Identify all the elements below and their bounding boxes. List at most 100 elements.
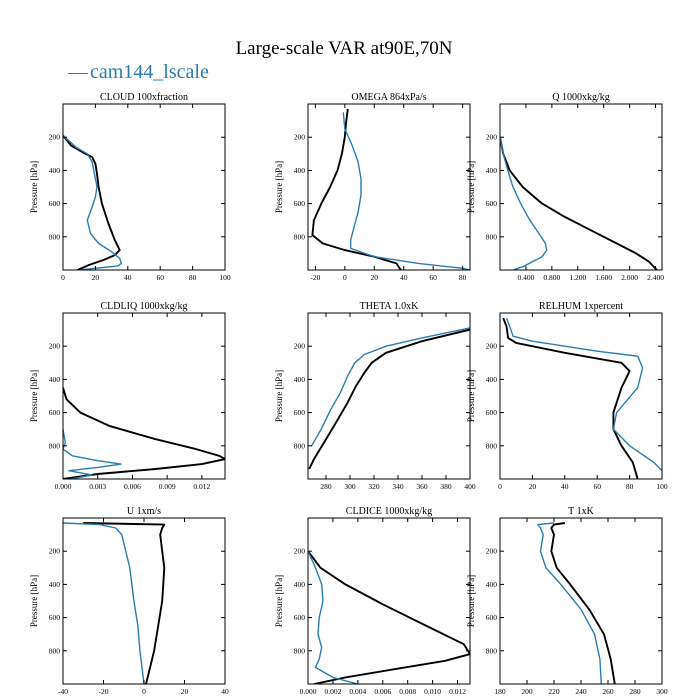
- y-tick-label: 800: [486, 441, 498, 450]
- series-line-cam144-lscale: [537, 522, 602, 684]
- x-tick-label: 400: [464, 482, 476, 491]
- x-tick-label: 0: [142, 687, 146, 696]
- y-tick-label: 600: [49, 408, 61, 417]
- panel-6: RELHUM 1xpercent Pressure [hPa] 0 20 40 60 80 1…: [466, 301, 668, 491]
- panel-1: CLOUD 100xfraction Pressure [hPa] 0 20 40 60 8…: [29, 92, 231, 282]
- plot-frame: [499, 517, 663, 685]
- x-tick-label: 100: [656, 482, 668, 491]
- x-tick-label: 20: [92, 273, 100, 282]
- x-tick-label: 80: [189, 273, 197, 282]
- y-tick-label: 600: [486, 613, 498, 622]
- y-tick-label: 400: [486, 166, 498, 175]
- y-tick-label: 800: [294, 646, 306, 655]
- panel-grid: CLOUD 100xfraction Pressure [hPa] 0 20 40 60 8…: [29, 92, 668, 696]
- x-tick-label: -20: [310, 273, 320, 282]
- x-tick-label: 280: [629, 687, 641, 696]
- y-tick-label: 600: [49, 613, 61, 622]
- panel-title: OMEGA 864xPa/s: [351, 92, 426, 103]
- x-tick-label: 220: [548, 687, 560, 696]
- series-line-reference: [550, 522, 616, 684]
- series-line-cam144-lscale: [63, 134, 123, 270]
- x-tick-label: 20: [529, 482, 537, 491]
- y-tick-label: 200: [49, 133, 61, 142]
- series-line-cam144-lscale: [310, 327, 470, 447]
- series-line-cam144-lscale: [308, 550, 358, 684]
- y-axis-label: Pressure [hPa]: [274, 161, 284, 213]
- y-tick-label: 600: [294, 199, 306, 208]
- panel-title: Q 1000xkg/kg: [552, 92, 610, 103]
- legend-dash: —: [67, 61, 89, 83]
- panel-8: CLDICE 1000xkg/kg Pressure [hPa] 0.000 0.00…: [274, 506, 471, 696]
- x-tick-label: 0.003: [89, 482, 106, 491]
- y-tick-label: 200: [294, 342, 306, 351]
- x-tick-label: 360: [416, 482, 428, 491]
- x-tick-label: 280: [320, 482, 332, 491]
- y-tick-label: 800: [486, 232, 498, 241]
- x-tick-label: 0.002: [324, 687, 341, 696]
- x-tick-label: 100: [219, 273, 231, 282]
- series-line-cam144-lscale: [63, 429, 122, 479]
- x-tick-label: 0.006: [374, 687, 391, 696]
- x-tick-label: 60: [429, 273, 437, 282]
- x-tick-label: 240: [575, 687, 587, 696]
- y-tick-label: 400: [294, 375, 306, 384]
- panel-9: T 1xK Pressure [hPa] 180 200 220 240 260 280 300…: [466, 506, 668, 696]
- legend-label: cam144_lscale: [90, 61, 209, 83]
- plot-frame: [499, 103, 663, 271]
- y-tick-label: 600: [49, 199, 61, 208]
- y-tick-label: 800: [486, 646, 498, 655]
- x-tick-label: 20: [371, 273, 379, 282]
- x-tick-label: 0.000: [300, 687, 317, 696]
- y-tick-label: 400: [486, 375, 498, 384]
- panel-2: OMEGA 864xPa/s Pressure [hPa] -20 0 20 40 60 80…: [274, 92, 471, 282]
- series-line-reference: [500, 137, 658, 270]
- panel-title: U 1xm/s: [127, 506, 161, 517]
- y-tick-label: 600: [486, 408, 498, 417]
- x-tick-label: 1.200: [569, 273, 586, 282]
- y-tick-label: 200: [486, 133, 498, 142]
- x-tick-label: 340: [392, 482, 404, 491]
- y-tick-label: 400: [49, 580, 61, 589]
- y-tick-label: 400: [294, 166, 306, 175]
- y-tick-label: 600: [294, 408, 306, 417]
- x-tick-label: 40: [221, 687, 229, 696]
- series-line-reference: [311, 108, 402, 270]
- x-tick-label: 0.012: [449, 687, 466, 696]
- x-tick-label: 80: [626, 482, 634, 491]
- y-tick-label: 800: [49, 232, 61, 241]
- y-tick-label: 600: [294, 613, 306, 622]
- x-tick-label: 1.600: [595, 273, 612, 282]
- series-line-cam144-lscale: [505, 317, 662, 472]
- x-tick-label: 0.009: [159, 482, 176, 491]
- y-tick-label: 800: [49, 646, 61, 655]
- x-tick-label: 180: [494, 687, 506, 696]
- y-axis-label: Pressure [hPa]: [466, 161, 476, 213]
- y-axis-label: Pressure [hPa]: [29, 370, 39, 422]
- y-tick-label: 200: [49, 342, 61, 351]
- plot-frame: [307, 103, 471, 271]
- x-tick-label: 0.010: [424, 687, 441, 696]
- x-tick-label: 0.004: [349, 687, 366, 696]
- legend: — cam144_lscale: [67, 61, 209, 83]
- y-tick-label: 600: [486, 199, 498, 208]
- x-tick-label: 0.400: [517, 273, 534, 282]
- series-line-reference: [63, 387, 225, 479]
- y-tick-label: 200: [294, 133, 306, 142]
- y-axis-label: Pressure [hPa]: [29, 161, 39, 213]
- x-tick-label: 0.008: [399, 687, 416, 696]
- x-tick-label: 320: [368, 482, 380, 491]
- x-tick-label: 60: [593, 482, 601, 491]
- y-tick-label: 200: [486, 342, 498, 351]
- panel-title: CLDICE 1000xkg/kg: [346, 506, 432, 517]
- series-line-reference: [63, 134, 121, 270]
- panel-3: Q 1000xkg/kg Pressure [hPa] 0.400 0.800 1.20…: [466, 92, 664, 282]
- x-tick-label: -40: [58, 687, 68, 696]
- series-line-reference: [502, 317, 639, 479]
- series-line-cam144-lscale: [63, 522, 145, 684]
- y-tick-label: 400: [294, 580, 306, 589]
- x-tick-label: 40: [400, 273, 408, 282]
- plot-frame: [307, 312, 471, 480]
- y-tick-label: 400: [486, 580, 498, 589]
- y-tick-label: 800: [294, 232, 306, 241]
